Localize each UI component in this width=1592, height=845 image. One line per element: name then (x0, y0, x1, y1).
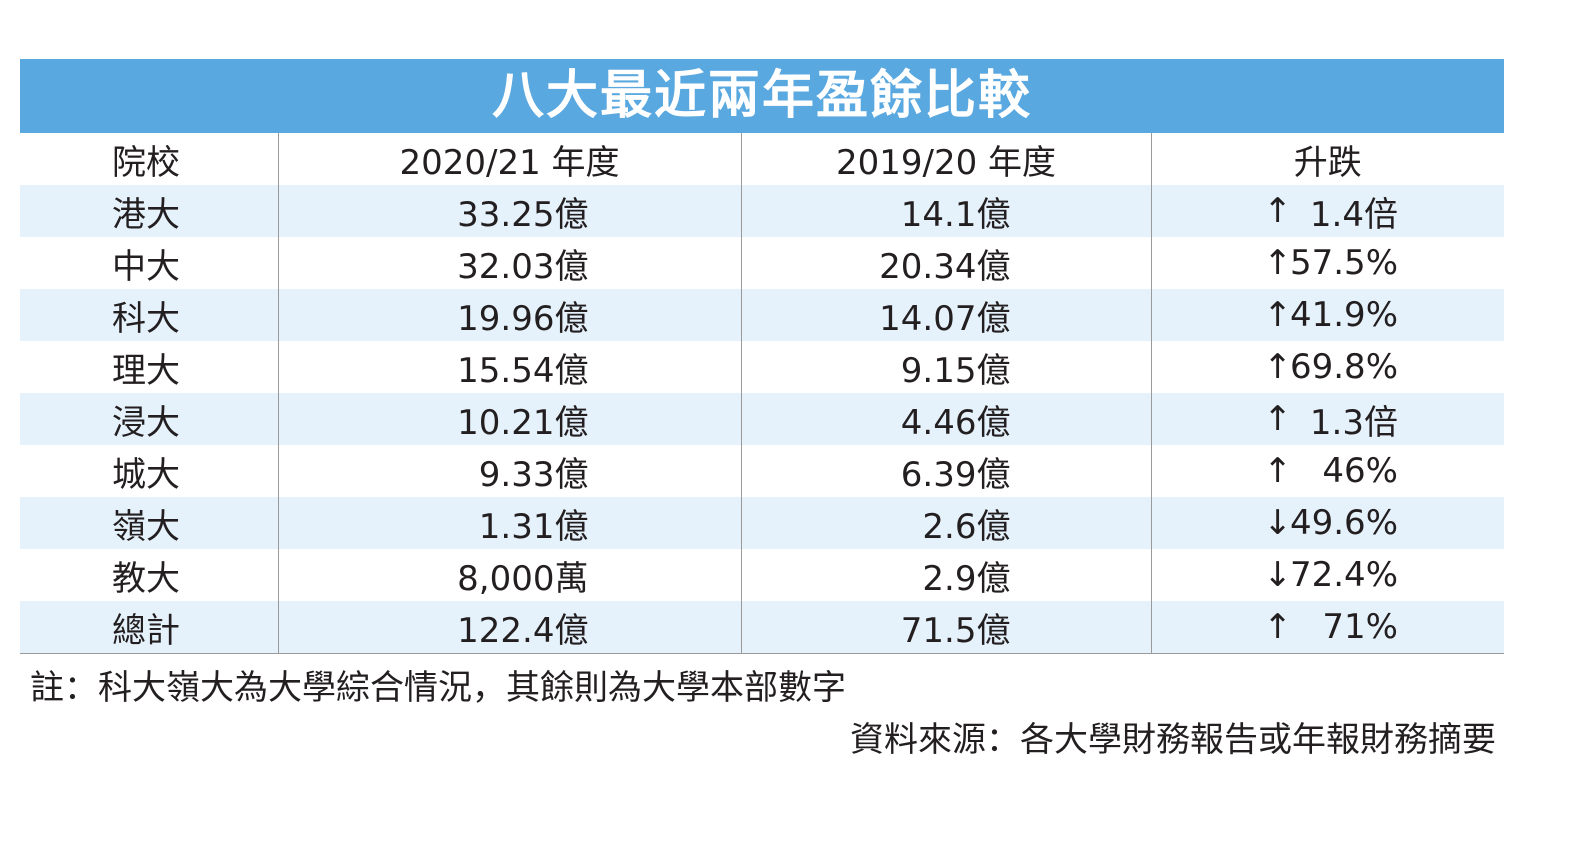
surplus-2019-20: 14.1億 (740, 185, 1151, 237)
header-row: 院校 2020/21 年度 2019/20 年度 升跌 (20, 133, 1504, 185)
change-cell: ↑ 1.4倍 (1150, 185, 1504, 237)
surplus-2019-20: 71.5億 (740, 601, 1151, 654)
header-school: 院校 (112, 142, 180, 183)
change-cell: ↓ 49.6% (1150, 497, 1504, 549)
change-cell: ↑ 71% (1150, 601, 1504, 654)
change-cell: ↑ 41.9% (1150, 289, 1504, 341)
header-2020-21: 2020/21 年度 (277, 133, 741, 185)
source-note: 資料來源：各大學財務報告或年報財務摘要 (850, 720, 1496, 760)
table-row: 港大 33.25億 14.1億 ↑ 1.4倍 (20, 185, 1504, 237)
school-name: 浸大 (20, 393, 278, 445)
table-row: 總計 122.4億 71.5億 ↑ 71% (20, 601, 1504, 654)
surplus-2019-20: 9.15億 (740, 341, 1151, 393)
school-name: 嶺大 (20, 497, 278, 549)
school-name: 理大 (112, 350, 180, 391)
school-name: 港大 (20, 185, 278, 237)
arrow-up-icon: ↑ (1263, 451, 1293, 491)
surplus-2019-20: 2.6億 (740, 497, 1151, 549)
school-name: 城大 (112, 454, 180, 495)
surplus-2019-20: 4.46億 (740, 393, 1151, 445)
table-body: 港大 33.25億 14.1億 ↑ 1.4倍 中大 32.03億 20.34億 ↑ 57.5% 科大… (20, 185, 1504, 654)
arrow-up-icon: ↑ (1263, 191, 1293, 231)
surplus-2020-21: 33.25億 (277, 185, 741, 237)
change-cell: ↓ 72.4% (1150, 549, 1504, 601)
change-cell: ↑ 46% (1150, 445, 1504, 497)
arrow-down-icon: ↓ (1263, 503, 1293, 543)
arrow-up-icon: ↑ (1263, 399, 1293, 439)
change-cell: ↑ 1.3倍 (1150, 393, 1504, 445)
surplus-2020-21: 10.21億 (277, 393, 741, 445)
arrow-up-icon: ↑ (1263, 243, 1293, 283)
change-value: 1.4倍 (1309, 194, 1398, 235)
surplus-2020-21: 122.4億 (277, 601, 741, 654)
header-change: 升跌 (1150, 133, 1504, 185)
arrow-down-icon: ↓ (1263, 555, 1293, 595)
table-row: 理大 15.54億 9.15億 ↑ 69.8% (20, 341, 1504, 393)
school-name: 科大 (20, 289, 278, 341)
change-value: 41.9% (1289, 295, 1398, 335)
arrow-up-icon: ↑ (1263, 607, 1293, 647)
table-row: 中大 32.03億 20.34億 ↑ 57.5% (20, 237, 1504, 289)
surplus-2020-21: 1.31億 (277, 497, 741, 549)
surplus-2019-20: 6.39億 (740, 445, 1151, 497)
change-value: 57.5% (1289, 243, 1398, 283)
change-value: 49.6% (1289, 503, 1398, 543)
school-name: 中大 (112, 246, 180, 287)
surplus-2020-21: 32.03億 (277, 237, 741, 289)
change-value: 46% (1322, 451, 1398, 491)
surplus-2020-21: 8,000萬 (277, 549, 741, 601)
surplus-2020-21: 19.96億 (277, 289, 741, 341)
surplus-table: 院校 2020/21 年度 2019/20 年度 升跌 港大 33.25億 14.1… (20, 133, 1504, 654)
arrow-up-icon: ↑ (1263, 347, 1293, 387)
header-2019-20: 2019/20 年度 (740, 133, 1151, 185)
surplus-2019-20: 14.07億 (740, 289, 1151, 341)
change-value: 72.4% (1289, 555, 1398, 595)
surplus-2020-21: 15.54億 (277, 341, 741, 393)
table-row: 浸大 10.21億 4.46億 ↑ 1.3倍 (20, 393, 1504, 445)
surplus-2020-21: 9.33億 (277, 445, 741, 497)
change-value: 71% (1322, 607, 1398, 647)
school-name: 教大 (112, 558, 180, 599)
table-title: 八大最近兩年盈餘比較 (20, 59, 1504, 133)
surplus-2019-20: 2.9億 (740, 549, 1151, 601)
change-cell: ↑ 69.8% (1150, 341, 1504, 393)
change-value: 69.8% (1289, 347, 1398, 387)
surplus-table-figure: 八大最近兩年盈餘比較 院校 2020/21 年度 2019/20 年度 升跌 港… (20, 59, 1504, 654)
table-row: 科大 19.96億 14.07億 ↑ 41.9% (20, 289, 1504, 341)
table-row: 教大 8,000萬 2.9億 ↓ 72.4% (20, 549, 1504, 601)
school-name: 總計 (20, 601, 278, 654)
surplus-2019-20: 20.34億 (740, 237, 1151, 289)
change-value: 1.3倍 (1309, 402, 1398, 443)
footnote: 註：科大嶺大為大學綜合情況，其餘則為大學本部數字 (30, 668, 846, 708)
table-row: 嶺大 1.31億 2.6億 ↓ 49.6% (20, 497, 1504, 549)
change-cell: ↑ 57.5% (1150, 237, 1504, 289)
table-row: 城大 9.33億 6.39億 ↑ 46% (20, 445, 1504, 497)
arrow-up-icon: ↑ (1263, 295, 1293, 335)
